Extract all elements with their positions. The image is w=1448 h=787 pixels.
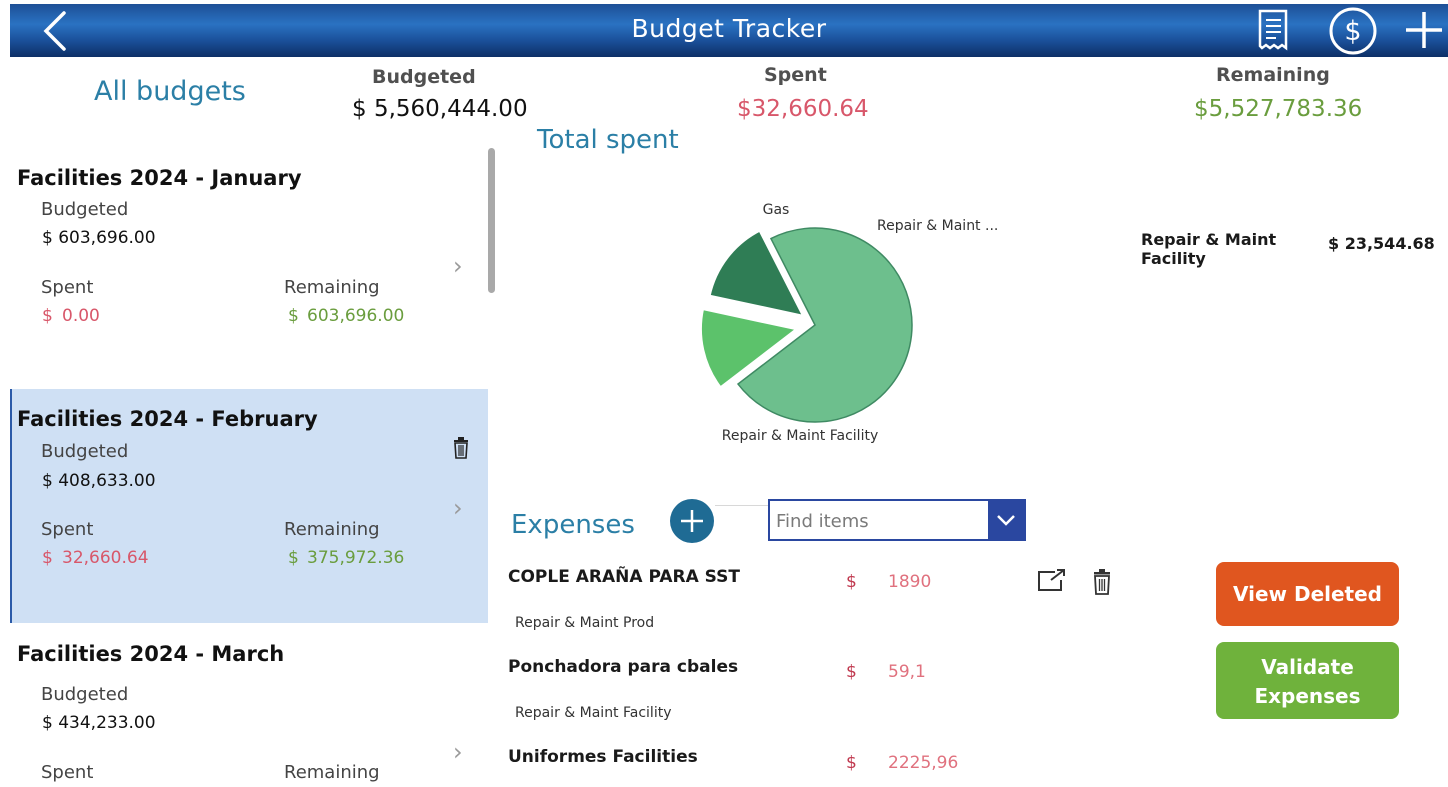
plus-icon [681, 510, 703, 532]
pie-slice-label: Repair & Maint Facility [722, 428, 879, 444]
divider [715, 505, 770, 506]
add-expense-button[interactable] [670, 499, 714, 543]
expense-currency: $ [846, 753, 857, 773]
remaining-value: 603,696.00 [307, 306, 405, 326]
budget-title: Facilities 2024 - January [17, 166, 302, 190]
expense-name[interactable]: COPLE ARAÑA PARA SST [508, 567, 740, 587]
spent-total: $32,660.64 [737, 96, 869, 122]
budgeted-total: $ 5,560,444.00 [352, 96, 528, 122]
dollar-circle-icon[interactable]: $ [1328, 6, 1378, 56]
pie-slice [707, 228, 807, 319]
trash-icon[interactable] [453, 437, 469, 459]
validate-label-line1: Validate [1261, 655, 1354, 679]
expenses-heading: Expenses [511, 510, 635, 540]
remaining-value: 375,972.36 [307, 548, 405, 568]
total-spent-heading: Total spent [537, 125, 679, 155]
expense-name[interactable]: Ponchadora para cbales [508, 657, 739, 677]
budget-card-march[interactable]: Facilities 2024 - March Budgeted $ 434,2… [10, 630, 486, 787]
budget-title: Facilities 2024 - March [17, 642, 285, 666]
back-arrow-icon[interactable] [38, 10, 78, 52]
remaining-currency: $ [288, 548, 299, 568]
spent-value: 0.00 [62, 306, 100, 326]
list-scrollbar[interactable] [488, 148, 495, 293]
chevron-down-icon[interactable] [988, 501, 1024, 539]
remaining-label: Remaining [1216, 64, 1330, 86]
chevron-right-icon[interactable]: › [453, 252, 463, 280]
receipt-icon[interactable] [1254, 8, 1294, 52]
all-budgets-heading: All budgets [94, 76, 246, 107]
budgeted-label: Budgeted [372, 66, 476, 88]
budgeted-label: Budgeted [41, 199, 129, 220]
budgeted-value: $ 408,633.00 [42, 471, 156, 491]
edit-external-icon[interactable] [1037, 568, 1067, 592]
header-bar: Budget Tracker $ [10, 4, 1448, 57]
budgeted-label: Budgeted [41, 684, 129, 705]
remaining-label: Remaining [284, 277, 380, 298]
budgeted-value: $ 434,233.00 [42, 713, 156, 733]
pie-slice [700, 306, 801, 391]
spent-label: Spent [41, 762, 94, 783]
spent-currency: $ [42, 306, 53, 326]
find-items-combobox[interactable] [768, 499, 1026, 541]
chart-legend-value: $ 23,544.68 [1328, 234, 1435, 253]
expense-amount: 59,1 [888, 662, 926, 682]
expense-currency: $ [846, 572, 857, 592]
app-title: Budget Tracker [631, 14, 827, 43]
spent-label: Spent [41, 277, 94, 298]
spent-label: Spent [41, 519, 94, 540]
expense-category: Repair & Maint Facility [515, 705, 672, 721]
expense-amount: 2225,96 [888, 753, 959, 773]
pie-slice-label: Repair & Maint ... [877, 218, 998, 234]
validate-label-line2: Expenses [1254, 684, 1361, 708]
remaining-label: Remaining [284, 519, 380, 540]
budget-title: Facilities 2024 - February [17, 407, 318, 431]
budgeted-value: $ 603,696.00 [42, 228, 156, 248]
validate-expenses-button[interactable]: Validate Expenses [1216, 642, 1399, 719]
remaining-total: $5,527,783.36 [1194, 96, 1363, 122]
plus-icon[interactable] [1402, 8, 1446, 52]
find-items-input[interactable] [774, 501, 990, 541]
budget-card-january[interactable]: Facilities 2024 - January Budgeted $ 603… [10, 148, 486, 382]
budget-card-february[interactable]: Facilities 2024 - February Budgeted $ 40… [10, 389, 488, 623]
spent-label: Spent [764, 64, 827, 86]
trash-icon[interactable] [1093, 569, 1111, 595]
pie-slice [736, 227, 913, 423]
budgeted-label: Budgeted [41, 441, 129, 462]
expense-name[interactable]: Uniformes Facilities [508, 747, 698, 767]
chevron-right-icon[interactable]: › [453, 738, 463, 766]
chart-legend-label: Repair & Maint Facility [1141, 230, 1277, 268]
remaining-currency: $ [288, 306, 299, 326]
expense-category: Repair & Maint Prod [515, 615, 655, 631]
spending-pie-chart: Repair & Maint Facility Gas Repair & Maint… [700, 202, 998, 444]
spent-currency: $ [42, 548, 53, 568]
spent-value: 32,660.64 [62, 548, 149, 568]
remaining-label: Remaining [284, 762, 380, 783]
expense-amount: 1890 [888, 572, 932, 592]
chevron-right-icon[interactable]: › [453, 494, 463, 522]
expense-currency: $ [846, 662, 857, 682]
pie-slice-label: Gas [763, 202, 790, 218]
view-deleted-button[interactable]: View Deleted [1216, 562, 1399, 626]
svg-text:$: $ [1344, 16, 1361, 47]
